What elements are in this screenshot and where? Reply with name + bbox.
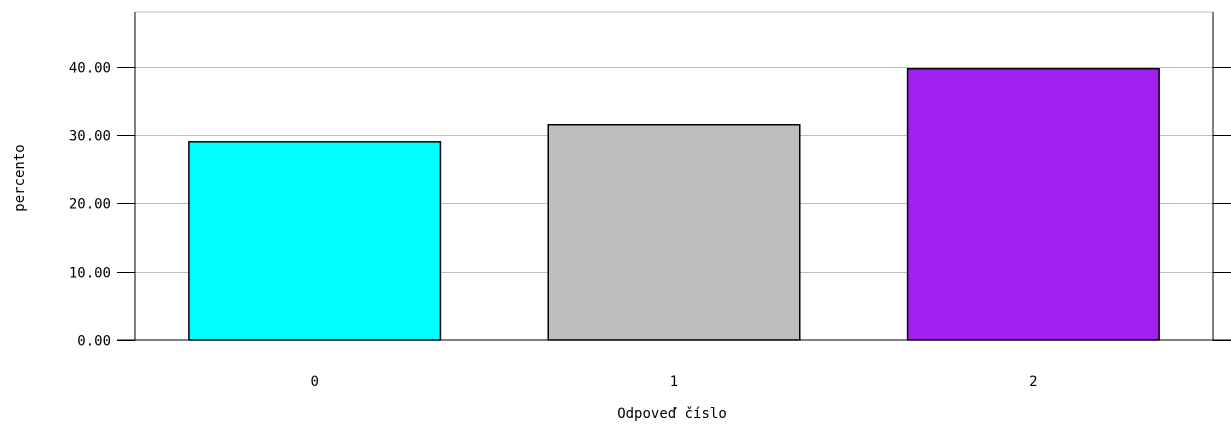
x-tick-label: 2 xyxy=(1029,374,1037,390)
bar xyxy=(906,67,1160,341)
axes-layer xyxy=(117,11,1231,341)
y-tick-label: 20.00 xyxy=(69,197,111,213)
x-tick-label: 1 xyxy=(670,374,678,390)
x-axis-title: Odpoveď číslo xyxy=(617,406,727,422)
y-tick-label: 30.00 xyxy=(69,129,111,145)
bars-layer xyxy=(188,67,1160,341)
y-tick-label: 0.00 xyxy=(77,334,111,350)
y-axis-title: percento xyxy=(12,144,28,211)
bar xyxy=(547,124,801,341)
y-tick-label: 10.00 xyxy=(69,266,111,282)
ticks-layer: 0.00 10.00 20.00 30.00 40.00 0 1 2 xyxy=(69,61,1038,391)
x-tick-label: 0 xyxy=(310,374,318,390)
bar xyxy=(188,141,442,341)
y-tick-label: 40.00 xyxy=(69,61,111,77)
